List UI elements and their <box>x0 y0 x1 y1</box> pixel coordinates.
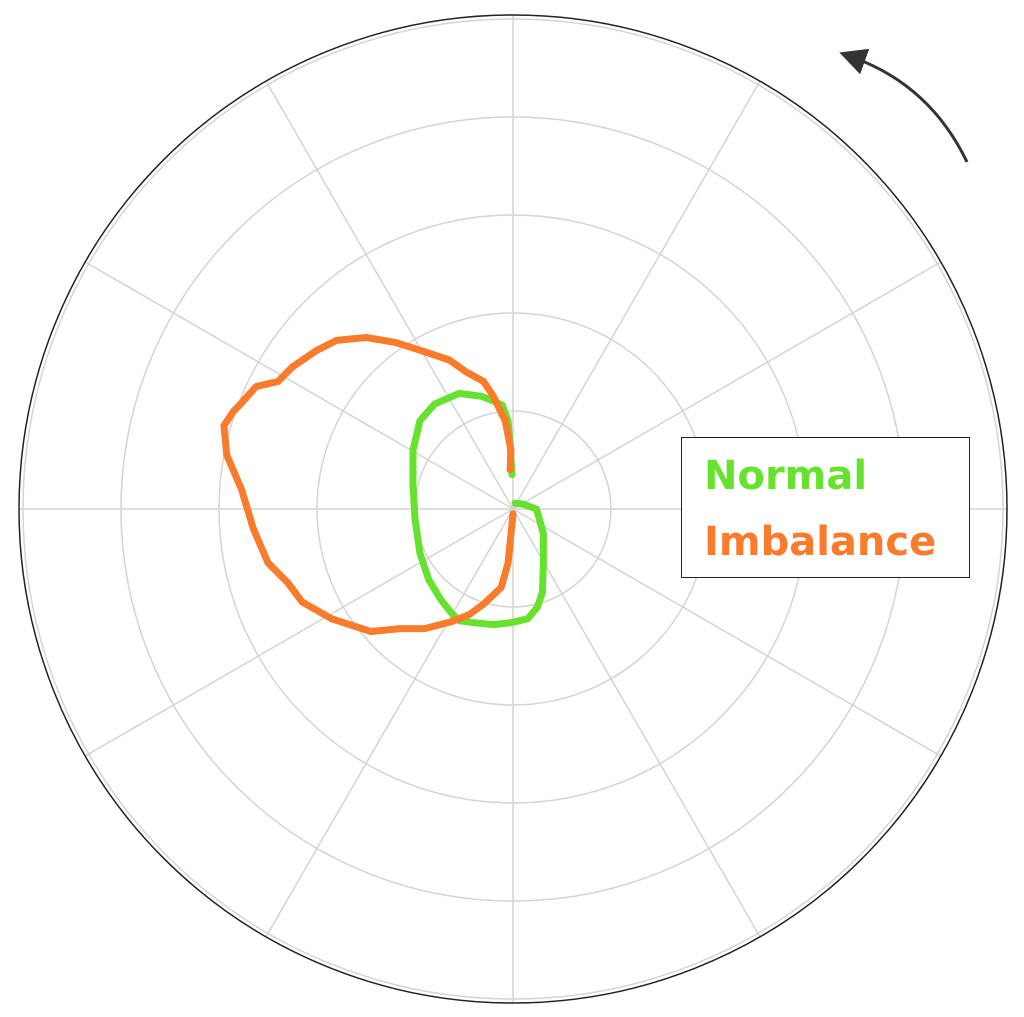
series-line-normal <box>409 389 547 629</box>
grid-spoke <box>512 80 761 510</box>
grid-spoke <box>512 261 942 510</box>
outer-boundary <box>18 14 1008 1004</box>
rotation-arrow-icon <box>839 48 969 163</box>
grid-spoke <box>84 508 514 757</box>
grid-spoke <box>512 508 761 938</box>
grid-spoke <box>84 261 514 510</box>
series-layer <box>220 334 547 635</box>
legend-label-imbalance: Imbalance <box>704 519 937 565</box>
series-line-imbalance <box>220 334 517 635</box>
legend-label-normal: Normal <box>704 453 868 499</box>
grid-spoke <box>512 508 942 757</box>
grid-spoke <box>265 508 514 938</box>
legend: Normal Imbalance <box>681 437 970 578</box>
grid-spoke <box>265 80 514 510</box>
